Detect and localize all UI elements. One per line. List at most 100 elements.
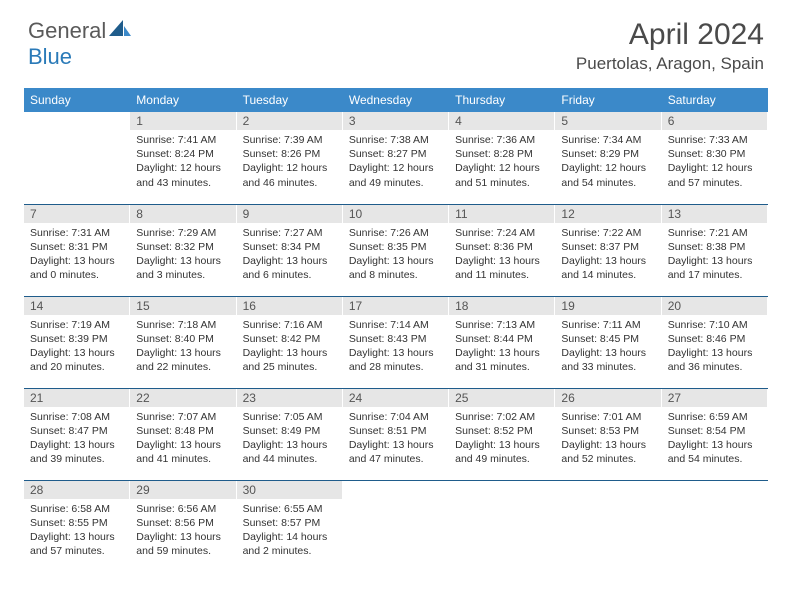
calendar-row: 21Sunrise: 7:08 AMSunset: 8:47 PMDayligh… [24, 388, 768, 480]
day-number: 22 [130, 389, 236, 407]
calendar-cell: 28Sunrise: 6:58 AMSunset: 8:55 PMDayligh… [24, 480, 130, 572]
calendar-cell: 26Sunrise: 7:01 AMSunset: 8:53 PMDayligh… [555, 388, 661, 480]
day-details: Sunrise: 7:19 AMSunset: 8:39 PMDaylight:… [24, 315, 130, 379]
calendar-cell: 15Sunrise: 7:18 AMSunset: 8:40 PMDayligh… [130, 296, 236, 388]
day-details: Sunrise: 7:27 AMSunset: 8:34 PMDaylight:… [237, 223, 343, 287]
calendar-cell: 7Sunrise: 7:31 AMSunset: 8:31 PMDaylight… [24, 204, 130, 296]
day-number: 14 [24, 297, 130, 315]
day-details: Sunrise: 6:58 AMSunset: 8:55 PMDaylight:… [24, 499, 130, 563]
calendar-cell: 8Sunrise: 7:29 AMSunset: 8:32 PMDaylight… [130, 204, 236, 296]
day-number: 15 [130, 297, 236, 315]
day-number: 29 [130, 481, 236, 499]
calendar-cell: 11Sunrise: 7:24 AMSunset: 8:36 PMDayligh… [449, 204, 555, 296]
calendar-cell: 6Sunrise: 7:33 AMSunset: 8:30 PMDaylight… [662, 112, 768, 204]
calendar-cell [24, 112, 130, 204]
day-details: Sunrise: 7:05 AMSunset: 8:49 PMDaylight:… [237, 407, 343, 471]
calendar-cell: 2Sunrise: 7:39 AMSunset: 8:26 PMDaylight… [237, 112, 343, 204]
weekday-header: Thursday [449, 88, 555, 112]
calendar-cell: 23Sunrise: 7:05 AMSunset: 8:49 PMDayligh… [237, 388, 343, 480]
day-details: Sunrise: 6:56 AMSunset: 8:56 PMDaylight:… [130, 499, 236, 563]
calendar-cell: 18Sunrise: 7:13 AMSunset: 8:44 PMDayligh… [449, 296, 555, 388]
day-number: 11 [449, 205, 555, 223]
calendar-cell: 25Sunrise: 7:02 AMSunset: 8:52 PMDayligh… [449, 388, 555, 480]
calendar-cell: 29Sunrise: 6:56 AMSunset: 8:56 PMDayligh… [130, 480, 236, 572]
calendar-row: 28Sunrise: 6:58 AMSunset: 8:55 PMDayligh… [24, 480, 768, 572]
calendar-cell: 13Sunrise: 7:21 AMSunset: 8:38 PMDayligh… [662, 204, 768, 296]
calendar-cell: 21Sunrise: 7:08 AMSunset: 8:47 PMDayligh… [24, 388, 130, 480]
weekday-header-row: Sunday Monday Tuesday Wednesday Thursday… [24, 88, 768, 112]
weekday-header: Wednesday [343, 88, 449, 112]
day-number: 16 [237, 297, 343, 315]
logo-general: General [28, 18, 106, 43]
day-number: 5 [555, 112, 661, 130]
day-number: 7 [24, 205, 130, 223]
day-number: 2 [237, 112, 343, 130]
calendar-cell: 17Sunrise: 7:14 AMSunset: 8:43 PMDayligh… [343, 296, 449, 388]
calendar-cell: 3Sunrise: 7:38 AMSunset: 8:27 PMDaylight… [343, 112, 449, 204]
day-details: Sunrise: 7:29 AMSunset: 8:32 PMDaylight:… [130, 223, 236, 287]
weekday-header: Friday [555, 88, 661, 112]
calendar-cell: 10Sunrise: 7:26 AMSunset: 8:35 PMDayligh… [343, 204, 449, 296]
day-number: 13 [662, 205, 768, 223]
day-details: Sunrise: 7:07 AMSunset: 8:48 PMDaylight:… [130, 407, 236, 471]
calendar-cell: 30Sunrise: 6:55 AMSunset: 8:57 PMDayligh… [237, 480, 343, 572]
day-details: Sunrise: 7:26 AMSunset: 8:35 PMDaylight:… [343, 223, 449, 287]
calendar-cell: 22Sunrise: 7:07 AMSunset: 8:48 PMDayligh… [130, 388, 236, 480]
day-number: 9 [237, 205, 343, 223]
calendar-table: Sunday Monday Tuesday Wednesday Thursday… [24, 88, 768, 572]
day-details: Sunrise: 7:36 AMSunset: 8:28 PMDaylight:… [449, 130, 555, 194]
day-number: 30 [237, 481, 343, 499]
calendar-row: 14Sunrise: 7:19 AMSunset: 8:39 PMDayligh… [24, 296, 768, 388]
day-number: 4 [449, 112, 555, 130]
weekday-header: Tuesday [237, 88, 343, 112]
day-number: 24 [343, 389, 449, 407]
calendar-cell [449, 480, 555, 572]
day-details: Sunrise: 7:14 AMSunset: 8:43 PMDaylight:… [343, 315, 449, 379]
day-details: Sunrise: 7:10 AMSunset: 8:46 PMDaylight:… [662, 315, 768, 379]
calendar-cell: 9Sunrise: 7:27 AMSunset: 8:34 PMDaylight… [237, 204, 343, 296]
day-number: 23 [237, 389, 343, 407]
calendar-cell: 12Sunrise: 7:22 AMSunset: 8:37 PMDayligh… [555, 204, 661, 296]
day-details: Sunrise: 7:39 AMSunset: 8:26 PMDaylight:… [237, 130, 343, 194]
day-number: 10 [343, 205, 449, 223]
calendar-cell: 5Sunrise: 7:34 AMSunset: 8:29 PMDaylight… [555, 112, 661, 204]
day-details: Sunrise: 7:04 AMSunset: 8:51 PMDaylight:… [343, 407, 449, 471]
day-details: Sunrise: 7:41 AMSunset: 8:24 PMDaylight:… [130, 130, 236, 194]
calendar-cell: 16Sunrise: 7:16 AMSunset: 8:42 PMDayligh… [237, 296, 343, 388]
title-block: April 2024 Puertolas, Aragon, Spain [576, 18, 764, 74]
day-number: 25 [449, 389, 555, 407]
day-details: Sunrise: 7:21 AMSunset: 8:38 PMDaylight:… [662, 223, 768, 287]
day-details: Sunrise: 7:38 AMSunset: 8:27 PMDaylight:… [343, 130, 449, 194]
logo-sail-icon [109, 18, 131, 43]
day-details: Sunrise: 7:08 AMSunset: 8:47 PMDaylight:… [24, 407, 130, 471]
calendar-cell: 24Sunrise: 7:04 AMSunset: 8:51 PMDayligh… [343, 388, 449, 480]
day-number: 17 [343, 297, 449, 315]
calendar-cell: 1Sunrise: 7:41 AMSunset: 8:24 PMDaylight… [130, 112, 236, 204]
day-details: Sunrise: 7:13 AMSunset: 8:44 PMDaylight:… [449, 315, 555, 379]
day-number: 27 [662, 389, 768, 407]
weekday-header: Saturday [662, 88, 768, 112]
day-number: 20 [662, 297, 768, 315]
logo-text: General Blue [28, 18, 131, 70]
day-number: 12 [555, 205, 661, 223]
day-number: 28 [24, 481, 130, 499]
day-details: Sunrise: 7:01 AMSunset: 8:53 PMDaylight:… [555, 407, 661, 471]
day-details: Sunrise: 7:31 AMSunset: 8:31 PMDaylight:… [24, 223, 130, 287]
day-details: Sunrise: 7:18 AMSunset: 8:40 PMDaylight:… [130, 315, 236, 379]
calendar-row: 1Sunrise: 7:41 AMSunset: 8:24 PMDaylight… [24, 112, 768, 204]
calendar-row: 7Sunrise: 7:31 AMSunset: 8:31 PMDaylight… [24, 204, 768, 296]
weekday-header: Sunday [24, 88, 130, 112]
header: General Blue April 2024 Puertolas, Arago… [0, 0, 792, 80]
day-details: Sunrise: 7:22 AMSunset: 8:37 PMDaylight:… [555, 223, 661, 287]
day-number: 26 [555, 389, 661, 407]
calendar-cell: 27Sunrise: 6:59 AMSunset: 8:54 PMDayligh… [662, 388, 768, 480]
day-details: Sunrise: 6:55 AMSunset: 8:57 PMDaylight:… [237, 499, 343, 563]
location-text: Puertolas, Aragon, Spain [576, 54, 764, 74]
day-details: Sunrise: 7:24 AMSunset: 8:36 PMDaylight:… [449, 223, 555, 287]
logo: General Blue [28, 18, 131, 70]
day-number: 21 [24, 389, 130, 407]
day-details: Sunrise: 7:16 AMSunset: 8:42 PMDaylight:… [237, 315, 343, 379]
day-number: 6 [662, 112, 768, 130]
day-details: Sunrise: 7:34 AMSunset: 8:29 PMDaylight:… [555, 130, 661, 194]
calendar-cell [662, 480, 768, 572]
